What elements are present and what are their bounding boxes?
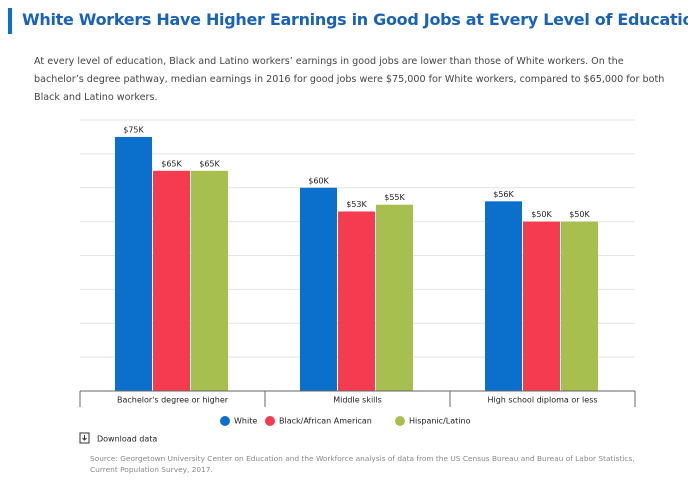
legend-label[interactable]: Hispanic/Latino [409, 417, 471, 426]
value-label: $50K [569, 210, 590, 219]
x-tick-label: Middle skills [333, 396, 382, 405]
value-label: $55K [384, 193, 405, 202]
legend-label[interactable]: Black/African American [279, 417, 372, 426]
chart-subtitle: At every level of education, Black and L… [34, 56, 665, 103]
bar [115, 136, 152, 391]
bar [153, 170, 190, 391]
download-icon[interactable] [79, 432, 90, 444]
x-tick-label: Bachelor's degree or higher [117, 396, 229, 405]
title-accent [8, 8, 12, 34]
bar [523, 221, 560, 391]
bar [338, 211, 375, 391]
bar [191, 170, 228, 391]
bar [561, 221, 598, 391]
legend-marker[interactable] [395, 416, 405, 426]
bar [485, 201, 522, 391]
legend-label[interactable]: White [234, 417, 257, 426]
legend-marker[interactable] [265, 416, 275, 426]
value-label: $50K [531, 210, 552, 219]
download-link[interactable]: Download data [97, 435, 157, 444]
source-note: Source: Georgetown University Center on … [90, 454, 635, 474]
value-label: $60K [308, 176, 329, 185]
value-label: $56K [493, 190, 514, 199]
bar [300, 187, 337, 391]
value-label: $65K [199, 159, 220, 168]
chart-title: White Workers Have Higher Earnings in Go… [22, 10, 688, 29]
value-label: $75K [123, 125, 144, 134]
x-tick-label: High school diploma or less [487, 396, 597, 405]
legend-marker[interactable] [220, 416, 230, 426]
bar [376, 204, 413, 391]
value-label: $53K [346, 200, 367, 209]
value-label: $65K [161, 159, 182, 168]
chart: Download data Bachelor's degree or highe… [79, 119, 636, 444]
